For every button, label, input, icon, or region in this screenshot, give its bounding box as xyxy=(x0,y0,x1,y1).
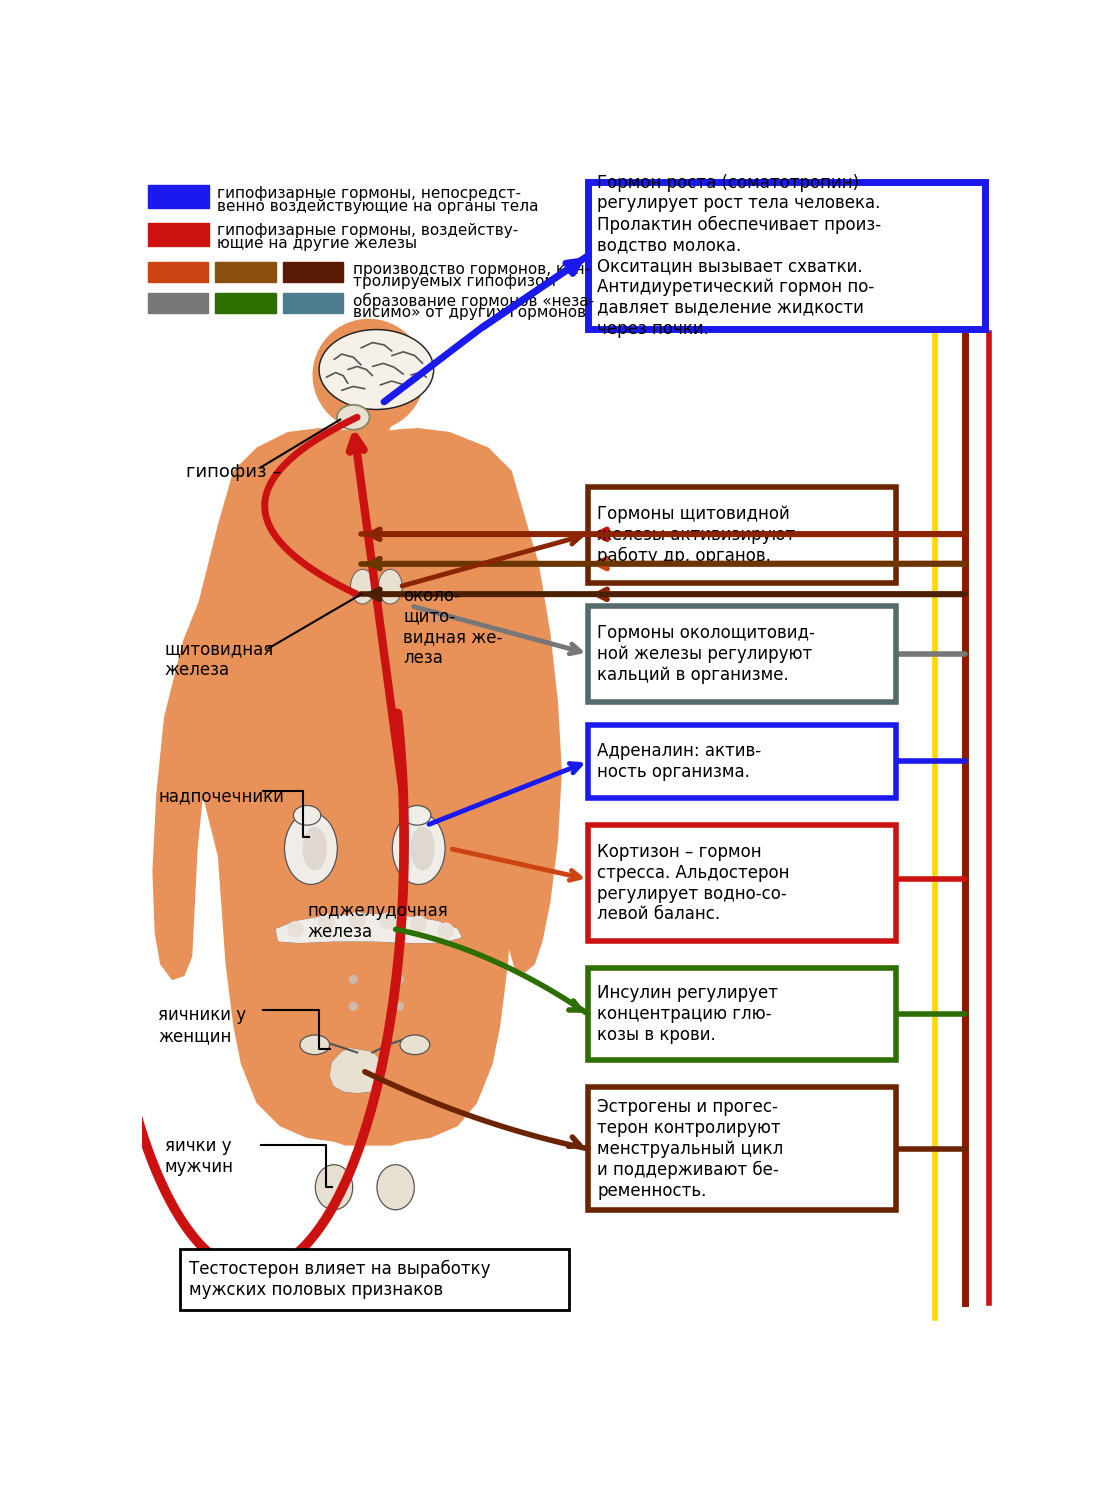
Bar xyxy=(588,487,896,583)
Bar xyxy=(215,293,275,312)
Bar xyxy=(148,262,208,281)
Ellipse shape xyxy=(303,827,326,869)
Ellipse shape xyxy=(339,406,367,429)
Polygon shape xyxy=(330,1049,384,1092)
Text: Адреналин: актив-
ность организма.: Адреналин: актив- ность организма. xyxy=(597,743,761,781)
Text: производство гормонов, кон-: производство гормонов, кон- xyxy=(353,262,591,277)
Text: около-
щито-
видная же-
леза: около- щито- видная же- леза xyxy=(403,586,503,667)
Polygon shape xyxy=(504,525,562,972)
Bar xyxy=(588,183,985,329)
Bar xyxy=(148,293,208,312)
Ellipse shape xyxy=(380,570,401,603)
Bar xyxy=(588,606,896,702)
Ellipse shape xyxy=(316,1167,352,1208)
Circle shape xyxy=(395,1003,403,1010)
Bar xyxy=(283,262,343,281)
Text: надпочечники: надпочечники xyxy=(159,787,284,805)
Bar xyxy=(283,293,343,312)
Polygon shape xyxy=(345,424,392,432)
Text: Гормон роста (соматотропин)
регулирует рост тела человека.
Пролактин обеспечивае: Гормон роста (соматотропин) регулирует р… xyxy=(597,174,881,338)
Text: Инсулин регулирует
концентрацию глю-
козы в крови.: Инсулин регулирует концентрацию глю- коз… xyxy=(597,984,778,1043)
Ellipse shape xyxy=(295,806,320,824)
Ellipse shape xyxy=(286,814,336,882)
Bar xyxy=(148,185,210,208)
Text: тролируемых гипофизом: тролируемых гипофизом xyxy=(353,274,556,289)
Text: Эстрогены и прогес-
терон контролируют
менструальный цикл
и поддерживают бе-
рем: Эстрогены и прогес- терон контролируют м… xyxy=(597,1098,784,1199)
Bar xyxy=(215,262,275,281)
Text: поджелудочная
железа: поджелудочная железа xyxy=(307,902,447,940)
Text: яичники у
женщин: яичники у женщин xyxy=(159,1006,246,1045)
Circle shape xyxy=(381,914,395,929)
Ellipse shape xyxy=(379,1167,413,1208)
Text: гипофизарные гормоны, непосредст-: гипофизарные гормоны, непосредст- xyxy=(216,186,521,201)
Ellipse shape xyxy=(301,1036,329,1054)
Ellipse shape xyxy=(352,570,373,603)
Ellipse shape xyxy=(321,330,432,408)
Text: ющие на другие железы: ющие на другие железы xyxy=(216,235,417,250)
Text: щитовидная
железа: щитовидная железа xyxy=(164,640,274,680)
Bar xyxy=(588,725,896,799)
Ellipse shape xyxy=(402,1036,428,1054)
Text: Гормоны щитовидной
железы активизируют
работу др. органов.: Гормоны щитовидной железы активизируют р… xyxy=(597,504,796,564)
Text: гипофизарные гормоны, воздейству-: гипофизарные гормоны, воздейству- xyxy=(216,223,518,238)
Text: Тестостерон влияет на выработку
мужских половых признаков: Тестостерон влияет на выработку мужских … xyxy=(190,1260,491,1299)
Bar xyxy=(588,967,896,1061)
Circle shape xyxy=(350,1003,357,1010)
Bar xyxy=(180,1248,568,1311)
Circle shape xyxy=(319,914,334,930)
Bar xyxy=(148,223,210,247)
Bar xyxy=(588,1088,896,1210)
Polygon shape xyxy=(192,429,542,1144)
Circle shape xyxy=(395,976,403,984)
Polygon shape xyxy=(153,603,219,979)
Text: яички у
мужчин: яички у мужчин xyxy=(164,1137,233,1176)
Text: висимо» от других гормонов: висимо» от других гормонов xyxy=(353,305,586,320)
Bar xyxy=(588,826,896,940)
Circle shape xyxy=(313,320,424,430)
Text: гипофиз –: гипофиз – xyxy=(186,463,282,482)
Ellipse shape xyxy=(405,806,430,824)
Text: образование гормонов «неза-: образование гормонов «неза- xyxy=(353,293,594,308)
Ellipse shape xyxy=(394,814,444,882)
Polygon shape xyxy=(276,914,461,942)
Circle shape xyxy=(287,921,303,937)
Text: Кортизон – гормон
стресса. Альдостерон
регулирует водно-со-
левой баланс.: Кортизон – гормон стресса. Альдостерон р… xyxy=(597,842,790,924)
Text: венно воздействующие на органы тела: венно воздействующие на органы тела xyxy=(216,198,538,214)
Circle shape xyxy=(411,917,426,931)
Circle shape xyxy=(438,923,453,939)
Circle shape xyxy=(350,912,365,929)
Circle shape xyxy=(350,976,357,984)
Text: Гормоны околощитовид-
ной железы регулируют
кальций в организме.: Гормоны околощитовид- ной железы регулир… xyxy=(597,625,815,684)
Ellipse shape xyxy=(411,827,434,869)
